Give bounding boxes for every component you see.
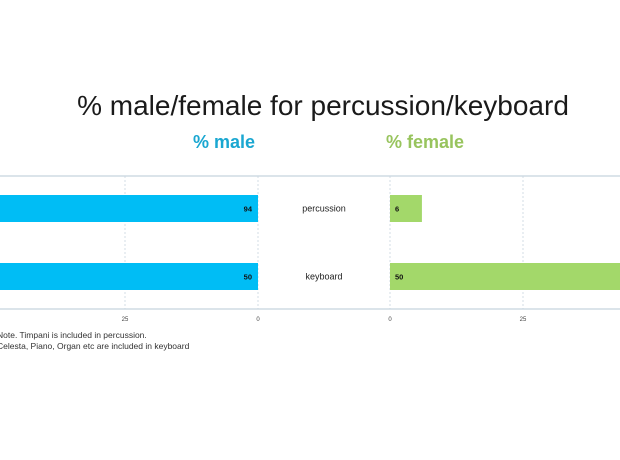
note-keyboard: Celesta, Piano, Organ etc are included i… — [0, 341, 190, 351]
female-data-label: 6 — [395, 205, 399, 214]
male-bar-keyboard — [0, 263, 258, 290]
male-tick-label: 25 — [122, 317, 129, 323]
female-tick-label: 0 — [388, 317, 392, 323]
male-data-label: 94 — [244, 205, 253, 214]
category-label: percussion — [302, 204, 346, 214]
male-data-label: 50 — [244, 273, 252, 282]
female-data-label: 50 — [395, 273, 403, 282]
chart-title: % male/female for percussion/keyboard — [77, 90, 569, 121]
category-label: keyboard — [305, 272, 342, 282]
female-tick-label: 25 — [520, 317, 527, 323]
female-panel-title: % female — [386, 132, 465, 152]
male-panel-title: % male — [193, 132, 256, 152]
female-bar-keyboard — [390, 263, 620, 290]
female-bar-percussion — [390, 195, 422, 222]
male-tick-label: 0 — [256, 317, 260, 323]
note-percussion: Note. Timpani is included in percussion. — [0, 330, 147, 340]
male-bar-percussion — [0, 195, 259, 222]
